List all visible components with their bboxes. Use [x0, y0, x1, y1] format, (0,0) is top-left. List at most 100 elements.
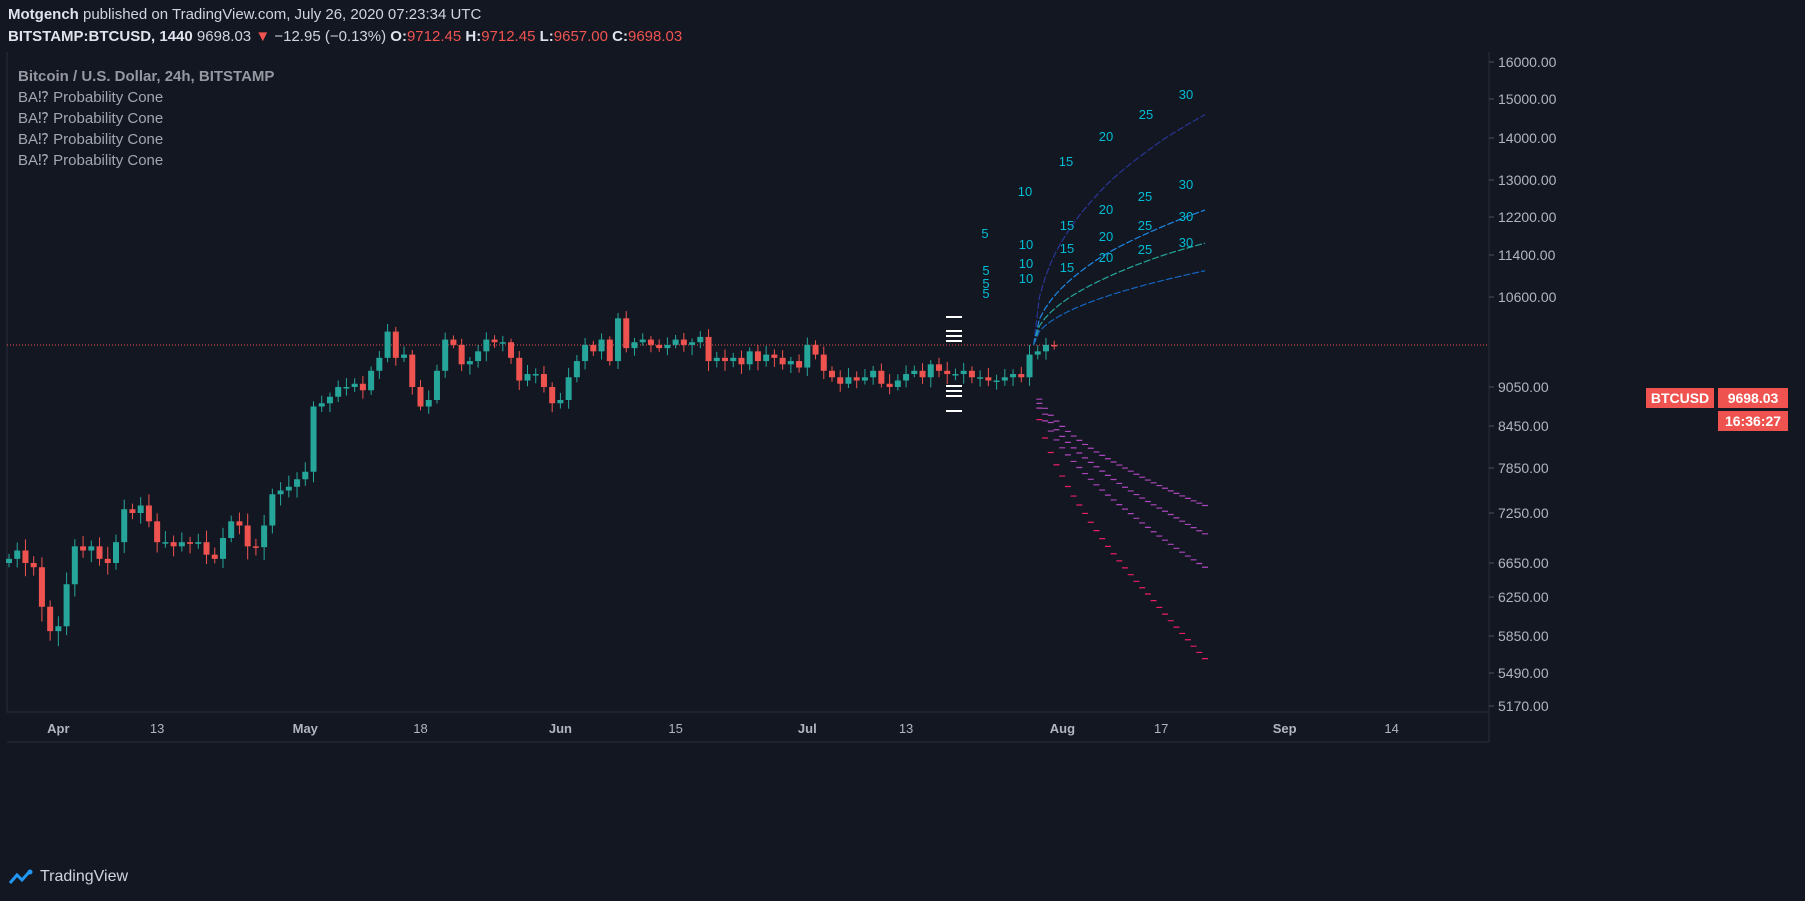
candle-body: [993, 380, 1000, 383]
candle-body: [672, 339, 679, 345]
candle-body: [927, 364, 934, 378]
price-change: −12.95 (−0.13%): [274, 28, 387, 45]
cone-horizon-label: 15: [1060, 218, 1074, 233]
cone-horizon-label: 10: [1019, 237, 1033, 252]
cone-horizon-label: 20: [1099, 202, 1113, 217]
price-tag: BTCUSD 9698.03: [1646, 388, 1788, 408]
candle-body: [409, 354, 416, 387]
candle-body: [88, 546, 95, 551]
low-value: 9657.00: [553, 28, 608, 45]
time-tick-label: Apr: [47, 721, 69, 736]
candle-body: [63, 584, 70, 627]
candle-body: [508, 342, 515, 358]
candle-body: [861, 377, 868, 381]
legend-indicator[interactable]: BA⁉ Probability Cone: [18, 110, 164, 127]
candle-body: [1018, 374, 1025, 378]
candle-body: [433, 370, 440, 400]
footer: [0, 858, 1805, 901]
cone-horizon-label: 20: [1099, 129, 1113, 144]
candle-body: [203, 542, 210, 555]
candle-body: [516, 357, 523, 381]
tradingview-logo-icon: [8, 869, 33, 884]
time-tick-label: Aug: [1050, 721, 1075, 736]
price-tag-value: 9698.03: [1718, 388, 1788, 408]
candle-body: [598, 339, 605, 352]
price-tick-label: 6650.00: [1498, 555, 1549, 571]
candle-body: [219, 538, 226, 559]
cone-horizon-label: 5: [981, 226, 988, 241]
candle-body: [6, 558, 12, 563]
candle-body: [689, 342, 696, 345]
candle-body: [829, 370, 835, 378]
published-text: published on TradingView.com, July 26, 2…: [83, 6, 482, 23]
candle-body: [894, 380, 901, 387]
candle-body: [804, 344, 811, 368]
candle-body: [80, 546, 87, 551]
price-tick-label: 5850.00: [1498, 628, 1549, 644]
high-label: H:: [465, 28, 482, 45]
tradingview-logo[interactable]: TradingView: [8, 868, 128, 886]
candle-body: [96, 546, 103, 559]
price-tick-label: 12200.00: [1498, 209, 1557, 225]
candle-body: [722, 357, 729, 362]
candle-body: [1051, 344, 1058, 347]
candle-body: [326, 396, 333, 404]
candle-body: [656, 344, 663, 349]
bar-countdown: 16:36:27: [1718, 411, 1788, 431]
candle-body: [582, 344, 589, 362]
chart-legend: Bitcoin / U.S. Dollar, 24h, BITSTAMP BA⁉…: [18, 66, 274, 171]
time-tick-label: Jul: [798, 721, 817, 736]
candle-body: [985, 377, 992, 381]
price-tick-label: 14000.00: [1498, 130, 1557, 146]
candle-body: [639, 339, 646, 343]
cone-upper-band: [1033, 209, 1206, 346]
candle-body: [425, 400, 432, 407]
price-tick-label: 15000.00: [1498, 91, 1557, 107]
legend-indicator[interactable]: BA⁉ Probability Cone: [18, 152, 164, 169]
open-label: O:: [390, 28, 407, 45]
candle-body: [935, 364, 942, 371]
candle-body: [1042, 344, 1049, 352]
legend-title[interactable]: Bitcoin / U.S. Dollar, 24h, BITSTAMP: [18, 68, 275, 85]
candle-body: [886, 383, 893, 387]
candle-body: [318, 403, 325, 407]
candle-body: [977, 377, 984, 379]
cone-horizon-label: 15: [1060, 241, 1074, 256]
cone-horizon-label: 25: [1138, 189, 1152, 204]
chart-area[interactable]: 5 10 15 20 25 30 5 10 15 20 25 30 5 10 15 20 25 30 5 10 15 20…: [0, 47, 1805, 872]
candle-body: [878, 370, 885, 384]
candle-body: [483, 339, 490, 352]
candle-body: [705, 336, 712, 362]
author-name[interactable]: Motgench: [8, 6, 79, 23]
candle-body: [302, 471, 309, 480]
candle-body: [647, 339, 654, 345]
candle-body: [779, 357, 786, 365]
candle-body: [466, 361, 473, 365]
candle-body: [754, 351, 761, 362]
candle-body: [30, 563, 37, 568]
price-tick-label: 8450.00: [1498, 418, 1549, 434]
last-price: 9698.03: [196, 28, 252, 45]
candle-body: [952, 374, 959, 376]
legend-indicator[interactable]: BA⁉ Probability Cone: [18, 131, 164, 148]
cone-lower-band: [1036, 398, 1208, 507]
candle-body: [458, 344, 465, 365]
candle-body: [565, 377, 572, 400]
candle-body: [606, 339, 613, 362]
candle-body: [277, 490, 284, 495]
price-axis: 16000.00 15000.00 14000.00 13000.00 12200.00…: [1489, 54, 1557, 714]
legend-indicator[interactable]: BA⁉ Probability Cone: [18, 89, 164, 106]
cone-horizon-label: 30: [1179, 209, 1193, 224]
candle-body: [475, 351, 482, 362]
candle-body: [540, 374, 547, 387]
candle-body: [968, 370, 975, 378]
candle-body: [145, 505, 152, 522]
candle-body: [837, 377, 844, 384]
candle-body: [310, 406, 317, 472]
candle-body: [615, 318, 622, 362]
cone-horizon-label: 15: [1059, 154, 1073, 169]
cone-upper-band: [1033, 270, 1206, 346]
price-chart[interactable]: 5 10 15 20 25 30 5 10 15 20 25 30 5 10 15 20 25 30 5 10 15 20…: [0, 47, 1805, 858]
candle-body: [787, 361, 794, 365]
candle-body: [104, 558, 111, 563]
